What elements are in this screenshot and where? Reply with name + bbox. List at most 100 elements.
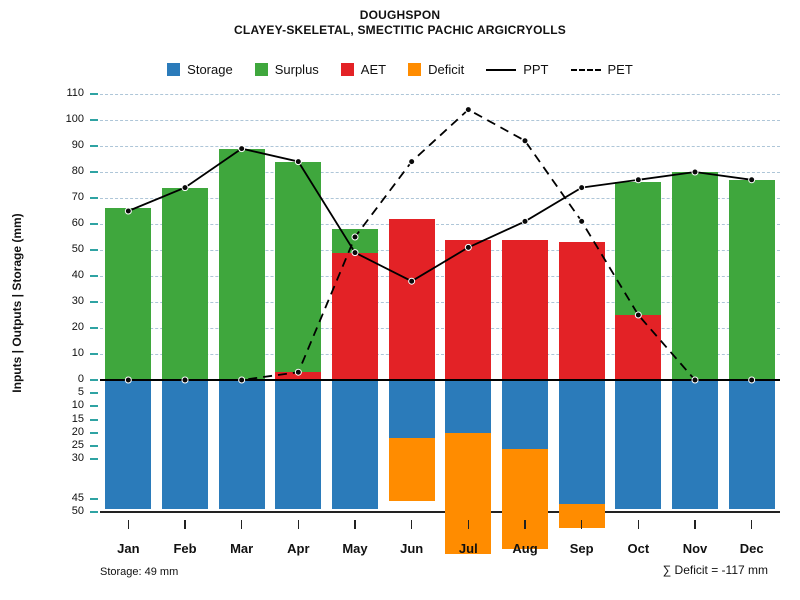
x-tick-label: Nov <box>682 541 708 556</box>
y-tick-label: 30 <box>71 295 84 307</box>
pet-dashed-line-icon <box>570 68 601 71</box>
chart-title: DOUGHSPON <box>359 8 441 22</box>
aet-bar <box>388 218 435 380</box>
storage-bar <box>218 380 265 510</box>
deficit-sum-annotation: ∑ Deficit = -117 mm <box>662 563 768 577</box>
x-tick <box>524 520 526 529</box>
aet-bar <box>502 239 548 380</box>
y-tick <box>90 445 98 447</box>
pet-line-point <box>464 106 472 114</box>
y-tick-label: 100 <box>65 113 84 125</box>
y-tick-label: 40 <box>71 269 84 281</box>
y-tick <box>90 379 98 381</box>
y-tick-label: 110 <box>66 87 84 99</box>
x-tick <box>354 520 356 529</box>
y-tick-label: 0 <box>77 373 84 385</box>
y-tick <box>90 93 98 95</box>
storage-bar <box>558 380 605 505</box>
x-tick <box>184 520 186 529</box>
storage-bar <box>388 380 435 439</box>
ppt-solid-line-icon <box>486 68 517 71</box>
x-tick-label: Oct <box>627 541 650 556</box>
x-tick-label: Dec <box>739 541 764 556</box>
x-tick <box>637 520 640 529</box>
aet-swatch-icon <box>340 63 354 76</box>
y-tick <box>90 145 98 147</box>
surplus-bar <box>615 182 662 315</box>
legend-label-aet: AET <box>360 62 387 77</box>
y-tick-label: 80 <box>71 165 84 177</box>
y-tick <box>90 327 98 329</box>
legend-item-surplus: Surplus <box>254 62 319 77</box>
y-tick <box>90 171 98 173</box>
lower-axis-boundary-line <box>100 511 780 513</box>
storage-swatch-icon <box>167 63 181 76</box>
y-tick <box>90 223 98 225</box>
legend-label-surplus: Surplus <box>274 62 319 77</box>
deficit-bar <box>445 432 492 555</box>
y-tick <box>90 405 98 408</box>
x-tick-label: Jun <box>400 541 424 556</box>
surplus-bar <box>105 208 152 380</box>
chart-subtitle: CLAYEY-SKELETAL, SMECTITIC PACHIC ARGICR… <box>234 23 566 37</box>
deficit-bar <box>502 448 548 549</box>
storage-bar <box>162 380 208 510</box>
y-tick <box>90 418 98 421</box>
y-tick-label: 5 <box>77 386 84 399</box>
surplus-bar <box>275 161 322 373</box>
y-tick <box>90 275 98 277</box>
legend-label-deficit: Deficit <box>428 62 465 77</box>
x-tick <box>410 520 413 529</box>
chart-legend: Storage Surplus AET Deficit PPT PET <box>0 62 800 77</box>
y-tick <box>90 301 98 303</box>
y-tick-label: 45 <box>71 491 84 504</box>
y-tick <box>90 119 98 121</box>
zero-axis-line <box>100 379 780 381</box>
deficit-swatch-icon <box>408 63 422 76</box>
legend-label-ppt: PPT <box>523 62 549 77</box>
x-tick-label: Jan <box>117 541 140 556</box>
x-tick <box>694 520 696 529</box>
x-tick <box>580 520 583 529</box>
y-tick-label: 70 <box>71 191 84 203</box>
storage-bar <box>672 380 718 510</box>
legend-item-aet: AET <box>340 62 387 77</box>
gridline <box>100 120 780 121</box>
aet-bar <box>558 242 605 380</box>
ppt-line-point <box>578 184 586 192</box>
x-tick <box>467 520 470 529</box>
y-tick <box>90 497 98 500</box>
storage-bar <box>502 380 548 449</box>
legend-label-storage: Storage <box>187 62 233 77</box>
y-tick <box>90 392 98 395</box>
surplus-swatch-icon <box>254 63 268 76</box>
x-tick-label: Sep <box>569 541 594 556</box>
x-tick-label: Mar <box>230 541 254 556</box>
y-tick-label: 20 <box>71 321 84 333</box>
y-tick <box>90 197 98 199</box>
surplus-bar <box>162 187 208 380</box>
x-tick-label: Aug <box>512 541 538 556</box>
y-tick-label: 10 <box>71 347 84 359</box>
pet-line-point <box>408 158 416 166</box>
y-tick-label: 30 <box>71 452 84 465</box>
storage-bar <box>275 380 322 510</box>
surplus-bar <box>218 148 265 380</box>
x-tick <box>750 520 753 529</box>
y-tick <box>90 431 98 434</box>
storage-bar <box>105 380 152 510</box>
legend-item-pet: PET <box>570 62 633 77</box>
pet-line-point <box>521 137 529 145</box>
surplus-bar <box>728 179 775 380</box>
y-tick <box>90 249 98 251</box>
y-tick-label: 60 <box>71 217 84 229</box>
gridline <box>100 94 780 95</box>
aet-bar <box>615 315 662 380</box>
aet-bar <box>332 252 378 380</box>
x-tick-label: Apr <box>287 541 310 556</box>
y-tick-label: 20 <box>71 425 84 438</box>
y-tick-label: 50 <box>71 243 84 255</box>
surplus-bar <box>672 172 718 380</box>
y-tick <box>90 458 98 461</box>
